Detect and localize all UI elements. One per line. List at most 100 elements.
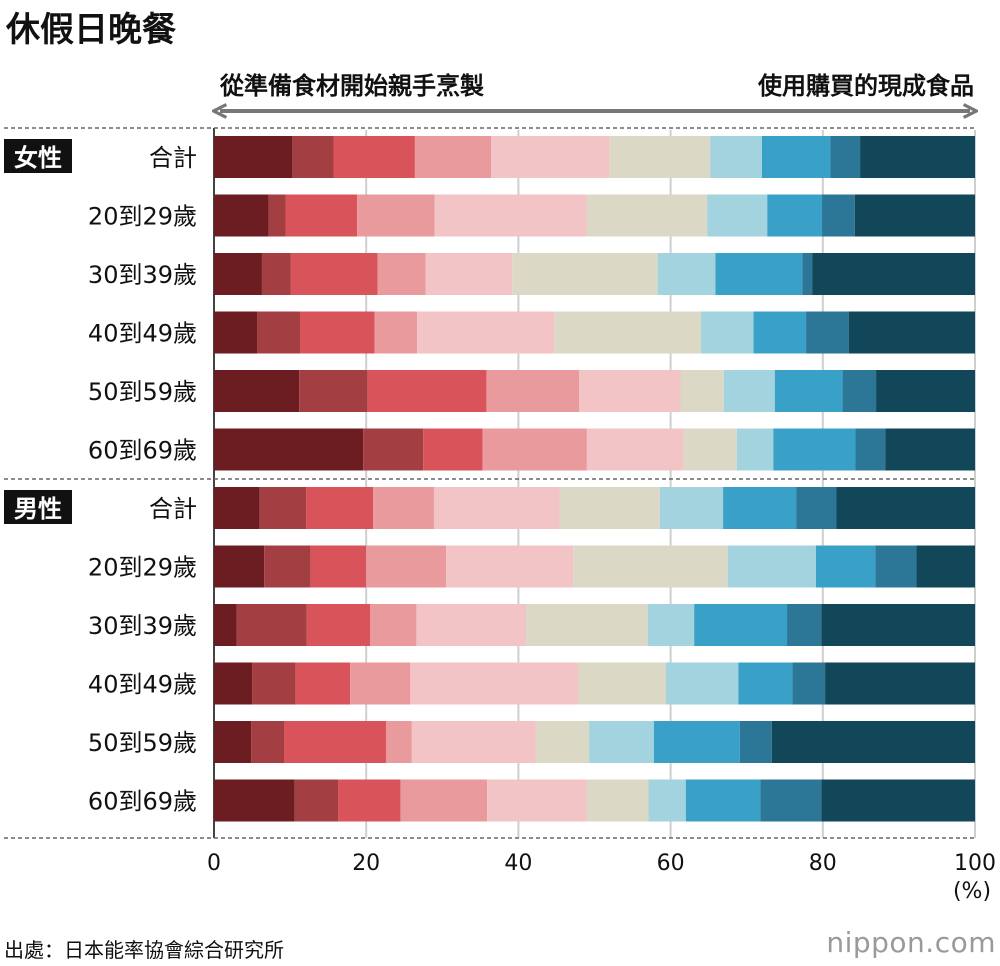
brand-logo: nippon.com xyxy=(826,926,996,959)
bar-segment xyxy=(285,194,358,237)
group-label-box xyxy=(4,490,72,524)
bar-segment xyxy=(715,253,803,295)
bar-segment xyxy=(487,779,587,822)
bar-segment xyxy=(753,311,807,354)
bar-segment xyxy=(491,136,610,178)
bar-segment xyxy=(251,721,285,763)
bar-segment xyxy=(268,194,286,237)
bar-segment xyxy=(761,136,831,178)
bar-segment xyxy=(771,721,975,763)
bar-segment xyxy=(854,194,975,237)
row-label: 20到29歲 xyxy=(88,203,197,231)
bar-segment xyxy=(214,604,237,646)
bar-segment xyxy=(236,604,307,646)
bar-segment xyxy=(760,779,822,822)
bar-segment xyxy=(842,370,877,412)
x-tick-label: 60 xyxy=(657,851,685,876)
bar-segment xyxy=(694,604,788,646)
row-label: 60到69歲 xyxy=(88,437,197,465)
bar-segment xyxy=(357,194,435,237)
bar-segment xyxy=(214,487,260,529)
group-label: 男性 xyxy=(14,495,62,523)
bar-segment xyxy=(848,311,975,354)
bar-segment xyxy=(821,779,975,822)
bar-segment xyxy=(333,136,415,178)
bar-segment xyxy=(666,662,739,705)
bar-segment xyxy=(609,136,711,178)
bar-segment xyxy=(812,253,975,295)
bar-segment xyxy=(214,253,262,295)
bar-segment xyxy=(554,311,702,354)
bar-segment xyxy=(723,370,775,412)
bar-segment xyxy=(261,253,291,295)
bar-segment xyxy=(385,721,412,763)
bar-segment xyxy=(739,721,772,763)
bar-segment xyxy=(214,721,252,763)
bar-segment xyxy=(767,194,823,237)
x-unit-label: (%) xyxy=(953,879,991,904)
bar-segment xyxy=(363,428,424,471)
bar-segment xyxy=(787,604,822,646)
bar-segment xyxy=(367,370,487,412)
bar-segment xyxy=(310,545,367,588)
source-note: 出處：日本能率協會綜合研究所 xyxy=(4,938,284,962)
bar-segment xyxy=(214,545,265,588)
bar-segment xyxy=(423,428,483,471)
bar-segment xyxy=(214,370,300,412)
bar-segment xyxy=(425,253,513,295)
bar-segment xyxy=(214,779,295,822)
bar-segment xyxy=(292,136,334,178)
bar-segment xyxy=(290,253,378,295)
row-label: 50到59歲 xyxy=(88,378,197,406)
bar-segment xyxy=(876,370,975,412)
bar-segment xyxy=(214,194,269,237)
row-label: 30到39歲 xyxy=(88,261,197,289)
bar-segment xyxy=(875,545,917,588)
chart-title: 休假日晚餐 xyxy=(6,10,176,50)
bar-segment xyxy=(586,779,649,822)
bar-segment xyxy=(374,311,418,354)
bar-segment xyxy=(885,428,975,471)
bar-segment xyxy=(535,721,590,763)
bar-segment xyxy=(774,370,843,412)
bar-segment xyxy=(512,253,658,295)
bar-segment xyxy=(836,487,975,529)
row-label: 40到49歲 xyxy=(88,320,197,348)
bar-segment xyxy=(446,545,574,588)
bar-segment xyxy=(573,545,728,588)
x-tick-label: 0 xyxy=(207,851,221,876)
bar-segment xyxy=(373,487,434,529)
row-label: 合計 xyxy=(149,144,197,172)
bar-segment xyxy=(701,311,754,354)
bar-segment xyxy=(370,604,417,646)
bar-segment xyxy=(257,311,300,354)
bar-segment xyxy=(559,487,660,529)
bar-segment xyxy=(410,662,579,705)
bar-segment xyxy=(366,545,447,588)
bar-segment xyxy=(299,311,375,354)
bar-segment xyxy=(830,136,861,178)
bar-segment xyxy=(579,370,681,412)
bar-segment xyxy=(815,545,876,588)
bar-segment xyxy=(482,428,587,471)
category-labels: 合計女性20到29歲30到39歲40到49歲50到59歲60到69歲合計男性20… xyxy=(4,139,197,816)
bar-segment xyxy=(683,428,737,471)
bar-segment xyxy=(657,253,716,295)
bar-segment xyxy=(411,721,536,763)
bar-segment xyxy=(338,779,401,822)
bar-segment xyxy=(653,721,740,763)
bar-segment xyxy=(214,662,253,705)
bar-segment xyxy=(727,545,816,588)
bar-segment xyxy=(806,311,849,354)
bar-segment xyxy=(855,428,886,471)
bar-segment xyxy=(434,194,587,237)
bar-segment xyxy=(736,428,774,471)
row-label: 20到29歲 xyxy=(88,554,197,582)
bar-segment xyxy=(295,662,351,705)
arrow-right-label: 使用購買的現成食品 xyxy=(758,72,974,100)
bar-segment xyxy=(214,136,293,178)
bar-segment xyxy=(822,194,855,237)
row-label: 60到69歲 xyxy=(88,788,197,816)
bar-segment xyxy=(299,370,368,412)
